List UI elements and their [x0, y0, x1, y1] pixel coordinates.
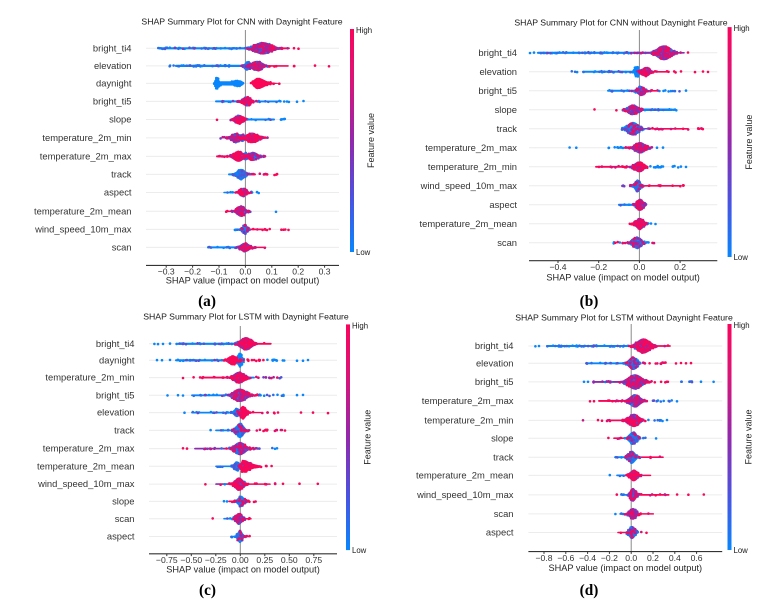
svg-text:0.4: 0.4	[669, 553, 681, 563]
svg-text:temperature_2m_mean: temperature_2m_mean	[34, 205, 131, 216]
svg-text:0.0: 0.0	[239, 267, 251, 277]
svg-text:0.0: 0.0	[625, 553, 637, 563]
svg-text:daynight: daynight	[99, 354, 135, 365]
svg-text:track: track	[493, 451, 514, 462]
svg-text:0.2: 0.2	[674, 262, 686, 272]
svg-text:temperature_2m_max: temperature_2m_max	[425, 142, 517, 153]
svg-text:SHAP value (impact on model ou: SHAP value (impact on model output)	[549, 563, 703, 573]
svg-text:Low: Low	[734, 253, 749, 262]
svg-text:wind_speed_10m_max: wind_speed_10m_max	[34, 224, 132, 235]
svg-text:(b): (b)	[580, 293, 599, 310]
svg-text:SHAP value (impact on model ou: SHAP value (impact on model output)	[546, 273, 700, 283]
svg-text:SHAP Summary Plot for LSTM wit: SHAP Summary Plot for LSTM with Daynight…	[143, 312, 349, 322]
svg-text:track: track	[114, 425, 135, 436]
svg-text:SHAP Summary Plot for LSTM wit: SHAP Summary Plot for LSTM without Dayni…	[515, 313, 733, 323]
svg-text:aspect: aspect	[104, 187, 132, 198]
svg-text:slope: slope	[491, 432, 513, 443]
svg-text:aspect: aspect	[107, 531, 135, 542]
svg-text:slope: slope	[495, 104, 517, 115]
svg-text:−0.50: −0.50	[180, 555, 202, 565]
svg-text:bright_ti5: bright_ti5	[475, 376, 514, 387]
svg-text:0.1: 0.1	[266, 267, 278, 277]
svg-text:elevation: elevation	[97, 407, 135, 418]
svg-text:track: track	[111, 169, 132, 180]
svg-text:Low: Low	[356, 248, 371, 257]
svg-text:temperature_2m_mean: temperature_2m_mean	[416, 470, 513, 481]
svg-text:bright_ti5: bright_ti5	[96, 389, 135, 400]
svg-text:temperature_2m_mean: temperature_2m_mean	[420, 218, 517, 229]
svg-text:Feature value: Feature value	[744, 409, 754, 464]
svg-text:temperature_2m_min: temperature_2m_min	[428, 161, 517, 172]
svg-text:0.6: 0.6	[691, 553, 703, 563]
svg-text:Low: Low	[734, 546, 749, 555]
svg-text:wind_speed_10m_max: wind_speed_10m_max	[416, 489, 514, 500]
svg-text:slope: slope	[112, 496, 134, 507]
svg-text:temperature_2m_min: temperature_2m_min	[45, 372, 134, 383]
svg-text:temperature_2m_min: temperature_2m_min	[424, 415, 513, 426]
svg-text:−0.8: −0.8	[536, 553, 553, 563]
svg-text:bright_ti4: bright_ti4	[96, 338, 135, 349]
svg-text:Feature value: Feature value	[366, 113, 376, 168]
svg-text:−0.3: −0.3	[158, 267, 175, 277]
svg-text:temperature_2m_min: temperature_2m_min	[42, 132, 131, 143]
svg-text:0.25: 0.25	[256, 555, 273, 565]
svg-text:scan: scan	[497, 237, 517, 248]
svg-text:(c): (c)	[199, 582, 216, 599]
svg-text:0.2: 0.2	[292, 267, 304, 277]
svg-text:High: High	[352, 321, 368, 330]
svg-text:elevation: elevation	[94, 60, 132, 71]
svg-text:elevation: elevation	[479, 66, 517, 77]
svg-text:−0.4: −0.4	[579, 553, 596, 563]
svg-text:0.75: 0.75	[305, 555, 322, 565]
svg-text:0.2: 0.2	[647, 553, 659, 563]
svg-text:Low: Low	[352, 546, 367, 555]
svg-text:bright_ti4: bright_ti4	[93, 42, 132, 53]
svg-text:bright_ti5: bright_ti5	[93, 96, 132, 107]
svg-text:High: High	[734, 24, 750, 33]
svg-text:High: High	[734, 321, 750, 330]
svg-text:aspect: aspect	[489, 199, 517, 210]
svg-text:Feature value: Feature value	[744, 115, 754, 170]
svg-text:wind_speed_10m_max: wind_speed_10m_max	[37, 478, 135, 489]
svg-text:scan: scan	[494, 508, 514, 519]
svg-text:bright_ti4: bright_ti4	[475, 340, 514, 351]
svg-text:0.3: 0.3	[319, 267, 331, 277]
svg-text:temperature_2m_max: temperature_2m_max	[40, 151, 132, 162]
svg-text:−0.2: −0.2	[590, 262, 607, 272]
svg-text:−0.2: −0.2	[184, 267, 201, 277]
svg-text:daynight: daynight	[96, 78, 132, 89]
svg-text:−0.4: −0.4	[550, 262, 567, 272]
svg-text:elevation: elevation	[476, 357, 514, 368]
svg-text:bright_ti5: bright_ti5	[478, 85, 517, 96]
svg-text:Feature value: Feature value	[363, 410, 373, 465]
svg-text:−0.75: −0.75	[156, 555, 178, 565]
svg-text:slope: slope	[109, 114, 131, 125]
svg-text:SHAP Summary Plot for CNN with: SHAP Summary Plot for CNN with Daynight …	[141, 17, 342, 27]
svg-text:SHAP value (impact on model ou: SHAP value (impact on model output)	[166, 276, 320, 286]
svg-text:−0.1: −0.1	[211, 267, 228, 277]
svg-text:−0.25: −0.25	[205, 555, 227, 565]
svg-text:wind_speed_10m_max: wind_speed_10m_max	[420, 180, 518, 191]
svg-text:(a): (a)	[198, 293, 216, 310]
svg-text:0.00: 0.00	[232, 555, 249, 565]
svg-text:track: track	[497, 123, 518, 134]
svg-text:High: High	[356, 26, 372, 35]
svg-text:−0.6: −0.6	[557, 553, 574, 563]
svg-text:scan: scan	[115, 513, 135, 524]
svg-text:SHAP value (impact on model ou: SHAP value (impact on model output)	[166, 565, 320, 575]
svg-text:0.0: 0.0	[633, 262, 645, 272]
svg-text:temperature_2m_max: temperature_2m_max	[422, 395, 514, 406]
svg-text:−0.2: −0.2	[601, 553, 618, 563]
svg-text:aspect: aspect	[486, 527, 514, 538]
svg-text:0.50: 0.50	[281, 555, 298, 565]
svg-text:temperature_2m_max: temperature_2m_max	[43, 443, 135, 454]
svg-text:(d): (d)	[580, 582, 599, 599]
svg-text:SHAP Summary Plot for CNN with: SHAP Summary Plot for CNN without Daynig…	[514, 18, 727, 28]
svg-text:bright_ti4: bright_ti4	[478, 47, 517, 58]
svg-text:scan: scan	[112, 242, 132, 253]
svg-text:temperature_2m_mean: temperature_2m_mean	[37, 460, 134, 471]
